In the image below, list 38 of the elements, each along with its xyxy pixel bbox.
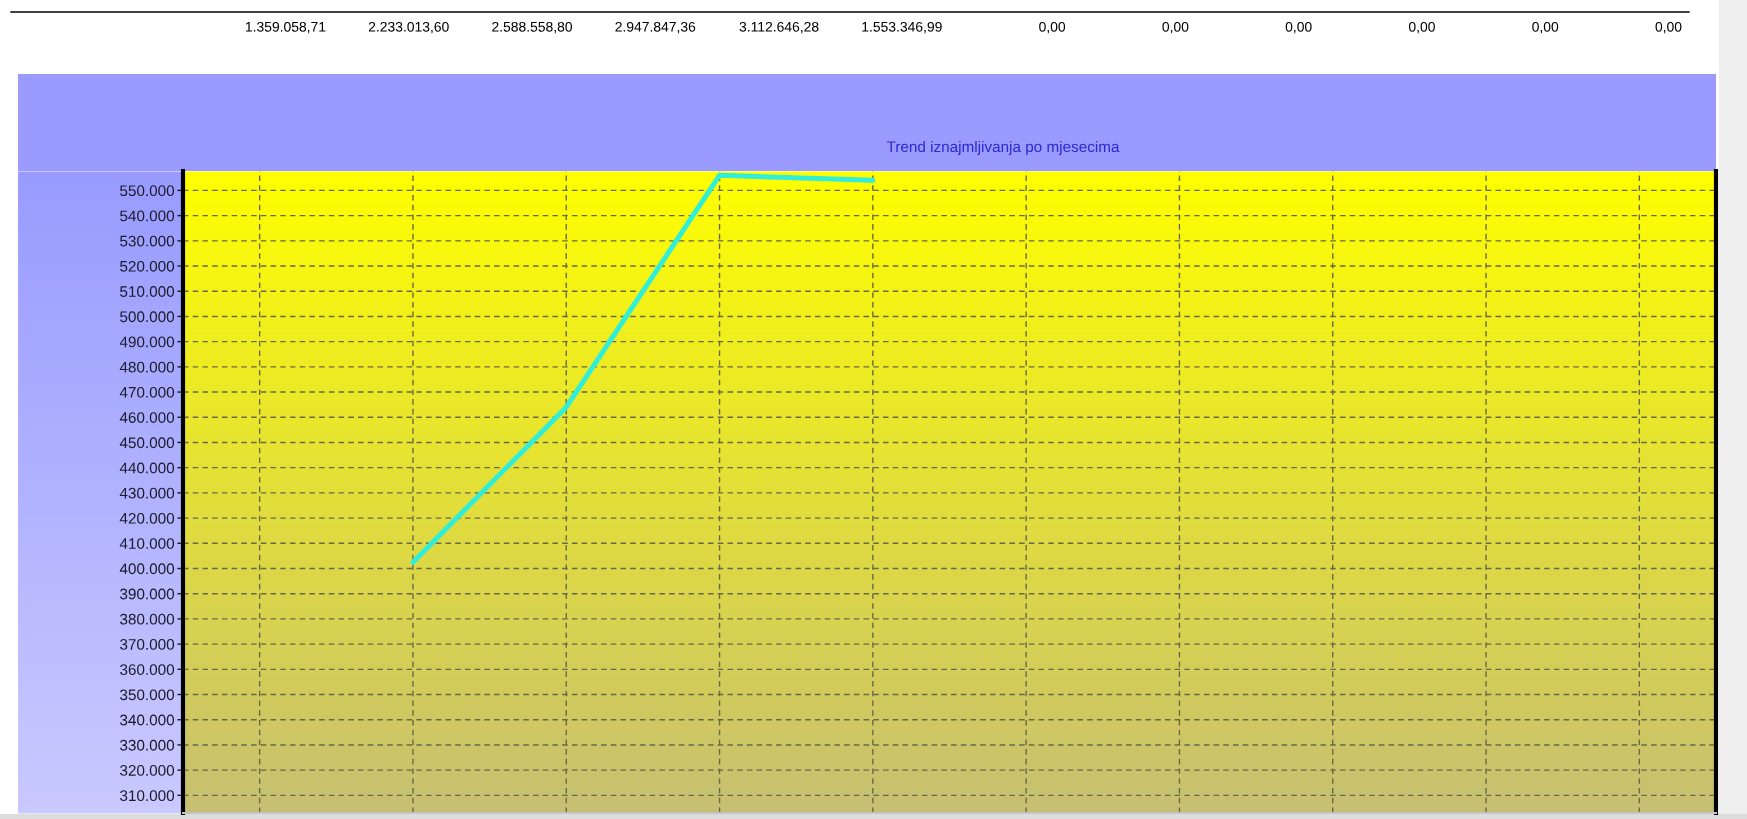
y-tick-label: 420.000 [119, 512, 175, 524]
y-tick-label: 450.000 [119, 437, 175, 449]
text: 2.233.013,60 [368, 21, 449, 34]
y-tick-label: 460.000 [119, 412, 175, 423]
y-tick-label: 400.000 [119, 563, 175, 575]
y-tick-label: 330.000 [120, 739, 175, 751]
text: 0,00 [1655, 21, 1682, 34]
y-tick-label: 490.000 [119, 336, 175, 348]
y-tick-label: 540.000 [120, 210, 175, 222]
y-tick-label: 510.000 [120, 286, 175, 297]
text: 2.947.847,36 [615, 21, 696, 34]
chart-title: Trend iznajmljivanja po mjesecima [886, 140, 1120, 156]
text: 3.112.646,28 [739, 21, 819, 34]
y-tick-label: 410.000 [119, 538, 175, 549]
text: 2.588.558,80 [492, 21, 573, 34]
text: 0,00 [1532, 21, 1559, 34]
text: 0,00 [1039, 21, 1066, 34]
y-tick-label: 530.000 [120, 235, 175, 247]
text: 0,00 [1408, 21, 1435, 34]
y-tick-label: 470.000 [119, 386, 175, 398]
y-tick-label: 340.000 [120, 714, 175, 726]
text: 0,00 [1162, 21, 1189, 34]
text: 0,00 [1285, 21, 1312, 34]
y-tick-label: 500.000 [120, 311, 175, 323]
text: 1.553.346,99 [862, 21, 942, 34]
y-tick-label: 390.000 [120, 588, 175, 600]
y-tick-label: 550.000 [120, 185, 175, 197]
text: 1.359.058,71 [245, 21, 326, 34]
y-tick-label: 320.000 [120, 765, 175, 776]
y-tick-label: 370.000 [120, 638, 175, 650]
y-tick-label: 480.000 [119, 361, 175, 373]
y-tick-label: 350.000 [120, 689, 175, 701]
y-tick-label: 520.000 [120, 260, 175, 272]
y-tick-label: 440.000 [119, 462, 175, 474]
y-tick-label: 360.000 [120, 664, 175, 676]
y-tick-label: 430.000 [119, 487, 175, 499]
y-tick-label: 380.000 [120, 613, 175, 625]
y-tick-label: 310.000 [120, 790, 175, 802]
